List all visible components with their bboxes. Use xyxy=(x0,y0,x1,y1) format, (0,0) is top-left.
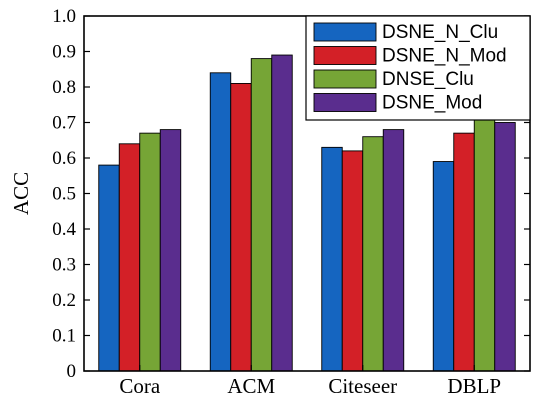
bars-group xyxy=(98,54,516,372)
y-tick-label: 0.6 xyxy=(52,148,76,169)
bar-dnse-clu-acm xyxy=(250,58,273,372)
legend-swatch xyxy=(313,22,377,42)
bar-dsne-n-clu-dblp xyxy=(432,161,455,372)
legend-label: DSNE_N_Mod xyxy=(382,46,507,67)
y-tick-label: 0 xyxy=(67,361,77,382)
y-tick-label: 0.8 xyxy=(52,77,76,98)
bar-dsne-n-mod-citeseer xyxy=(341,150,364,372)
bar-dsne-n-mod-cora xyxy=(118,143,141,372)
legend-swatch xyxy=(313,46,377,65)
bar-dsne-mod-cora xyxy=(159,129,182,372)
x-tick-label: Cora xyxy=(119,374,161,398)
bar-dnse-clu-cora xyxy=(139,132,161,372)
legend-swatch xyxy=(313,69,377,89)
y-tick-label: 0.4 xyxy=(52,219,76,240)
y-tick-label: 0.2 xyxy=(52,290,76,311)
bar-dsne-mod-citeseer xyxy=(382,129,405,372)
bar-dnse-clu-dblp xyxy=(473,114,496,372)
legend-label: DNSE_Clu xyxy=(382,69,474,90)
y-tick-label: 0.9 xyxy=(52,42,76,63)
x-axis: Cora ACM Citeseer DBLP xyxy=(119,365,501,398)
bar-dnse-clu-citeseer xyxy=(362,136,384,372)
bar-dsne-mod-dblp xyxy=(494,122,516,372)
y-tick-label: 0.5 xyxy=(52,184,76,205)
bar-dsne-n-clu-cora xyxy=(98,164,120,372)
legend-label: DSNE_Mod xyxy=(382,93,482,114)
legend-swatch xyxy=(313,93,377,112)
bar-dsne-n-clu-acm xyxy=(209,72,232,372)
y-tick-label: 1.0 xyxy=(52,6,76,27)
bar-dsne-n-clu-citeseer xyxy=(321,146,343,372)
y-axis-title: ACC xyxy=(9,172,33,215)
y-axis: 0 0.1 0.2 0.3 0.4 0.5 0.6 0.7 0.8 0.9 1.0 xyxy=(52,6,530,382)
bar-dsne-mod-acm xyxy=(271,54,293,372)
x-tick-label: ACM xyxy=(227,374,275,398)
bar-dsne-n-mod-dblp xyxy=(453,132,475,372)
y-tick-label: 0.7 xyxy=(52,113,76,134)
x-tick-label: Citeseer xyxy=(328,374,397,398)
bar-dsne-n-mod-acm xyxy=(230,82,252,372)
y-tick-label: 0.1 xyxy=(52,326,76,347)
x-tick-label: DBLP xyxy=(447,374,501,398)
y-tick-label: 0.3 xyxy=(52,255,76,276)
legend-label: DSNE_N_Clu xyxy=(382,22,498,43)
